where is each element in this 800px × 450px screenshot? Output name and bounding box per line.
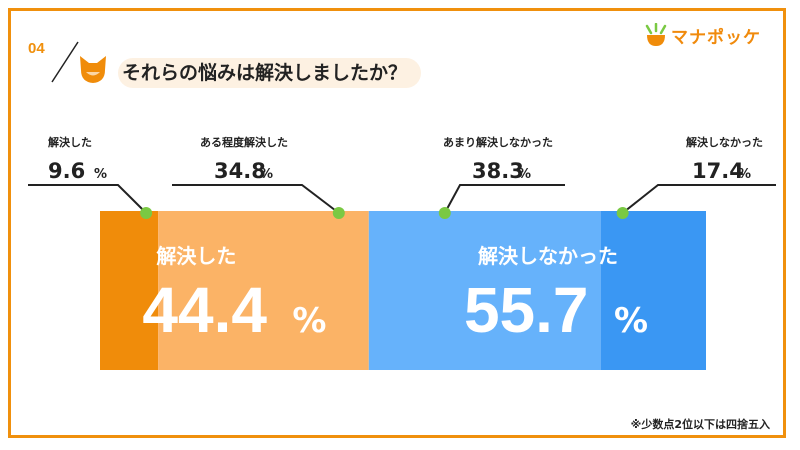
callout-leader-2 <box>172 184 340 214</box>
fox-mascot-icon <box>80 56 106 83</box>
callout-value-3: 38.3 <box>472 159 524 183</box>
callout-marker-3 <box>438 207 451 219</box>
callout-unit-3: % <box>518 167 531 182</box>
card-frame <box>8 8 786 438</box>
group-unit-2: % <box>614 301 648 341</box>
callout-unit-1: % <box>94 167 107 182</box>
callout-value-1: 9.6 <box>48 159 85 183</box>
rounding-footnote: ※少数点2位以下は四捨五入 <box>630 418 770 431</box>
group-unit-1: % <box>292 301 326 341</box>
callout-leader-4 <box>622 184 776 214</box>
callout-label-4: 解決しなかった <box>686 135 763 149</box>
callout-label-1: 解決した <box>48 135 92 149</box>
callout-leader-1 <box>28 184 147 214</box>
page-title: それらの悩みは解決しましたか？ <box>118 58 422 88</box>
bar-segment-4 <box>600 211 706 370</box>
callout-value-4: 17.4 <box>692 159 744 183</box>
group-value-1: 44.4 <box>142 274 267 346</box>
callout-marker-4 <box>616 207 629 219</box>
bar-segment-3 <box>368 211 601 370</box>
brand-name: マナポッケ <box>671 27 761 48</box>
bar-segment-1 <box>100 211 159 370</box>
callout-unit-2: % <box>260 167 273 182</box>
smile-logo-icon <box>645 23 667 46</box>
callout-value-2: 34.8 <box>214 159 266 183</box>
question-number: 04 <box>28 40 45 57</box>
callout-marker-1 <box>140 207 153 219</box>
callout-label-3: あまり解決しなかった <box>443 135 553 149</box>
group-label-2: 解決しなかった <box>478 244 618 268</box>
callout-label-2: ある程度解決した <box>200 135 288 149</box>
group-value-2: 55.7 <box>464 274 589 346</box>
callout-unit-4: % <box>738 167 751 182</box>
callout-leader-3 <box>443 184 565 214</box>
group-label-1: 解決した <box>156 244 236 268</box>
bar-segment-2 <box>158 211 369 370</box>
brand-logo: マナポッケ <box>645 22 761 48</box>
callout-marker-2 <box>332 207 345 219</box>
